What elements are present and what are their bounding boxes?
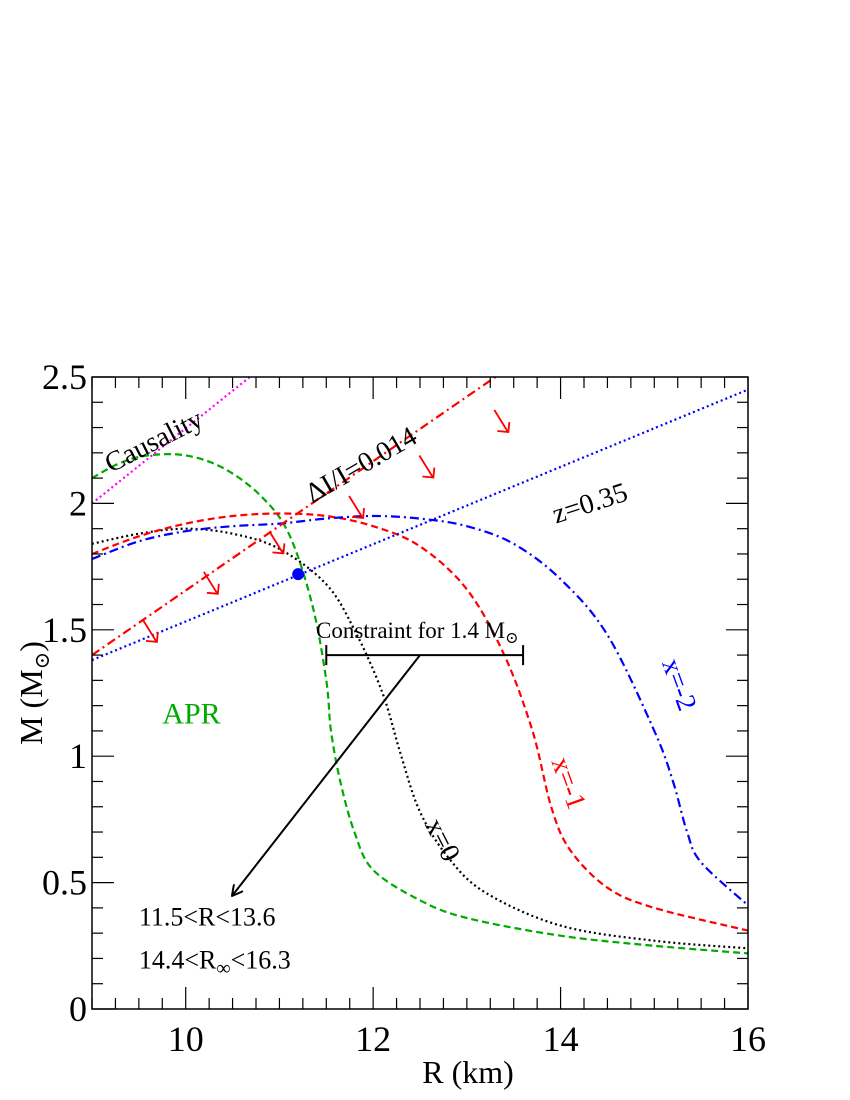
annotation-z-0-35: z=0.35 [548,477,631,530]
marker-layer [142,409,525,895]
rinf-range-label-sub: ∞ [216,958,230,980]
y-tick-label: 0.5 [42,863,87,903]
annotation-causality: Causality [100,404,208,480]
constraint-label-main: Constraint for 1.4 M [316,618,505,643]
x-tick-label: 12 [355,1019,391,1059]
annotation-x-0: x=0 [418,814,466,867]
x-tick-label: 10 [168,1019,204,1059]
y-axis-label-close: ) [13,641,49,652]
delta-i-arrow-marker [203,571,220,595]
y-tick-label: 1.5 [42,610,87,650]
series-x-0-line [92,527,748,950]
annotation-layer: Causality ΔI/I=0.014 z=0.35 APR x=0 x=-1 x=-2 1… [100,404,703,932]
series-z-0-35-line [92,388,748,662]
delta-i-arrow-marker [142,619,159,643]
y-tick-label: 2.5 [42,357,87,397]
series-causality-line [92,377,252,505]
constraint-label: Constraint for 1.4 M⊙ [316,618,519,647]
annotation-x-1: x=-1 [545,753,592,814]
y-tick-label: 0 [69,989,87,1029]
delta-i-arrow-marker [418,455,436,479]
constraint-label-sub: ⊙ [505,630,518,647]
annotation-x-2: x=-2 [655,654,702,715]
y-axis-label: M (M⊙) [13,641,54,745]
rinf-range-label-a: 14.4<R [139,946,217,975]
delta-i-arrow-marker [268,530,286,555]
svg-text:M (M⊙): M (M⊙) [13,641,54,745]
constraint-pointer-arrow [233,654,421,895]
tick-layer: 10 12 14 16 0 0.5 1 1.5 2 2.5 [42,357,766,1059]
rinf-range-label: 14.4<R∞<16.3 [139,946,291,980]
annotation-11-5-r-13-6: 11.5<R<13.6 [139,903,276,932]
series-x-2-line [92,514,748,907]
x-tick-label: 14 [543,1019,579,1059]
delta-i-arrow-marker [493,409,511,434]
series-apr-line [92,453,748,955]
series-x-1-line [92,512,748,932]
intersection-point [292,568,305,581]
y-axis-label-sub: ⊙ [30,652,54,670]
annotation-apr: APR [162,697,220,730]
y-tick-label: 2 [69,483,87,523]
y-axis-label-main: M (M [13,669,49,745]
y-tick-label: 1 [69,736,87,776]
x-tick-label: 16 [730,1019,766,1059]
rinf-range-label-b: <16.3 [231,946,291,975]
x-axis-label: R (km) [422,1054,514,1090]
series-deltai-i-0-014-line [92,377,498,657]
series-layer [92,377,748,955]
delta-i-arrow-marker [348,495,365,519]
annotation-deltai-i-0-014: ΔI/I=0.014 [300,421,422,509]
